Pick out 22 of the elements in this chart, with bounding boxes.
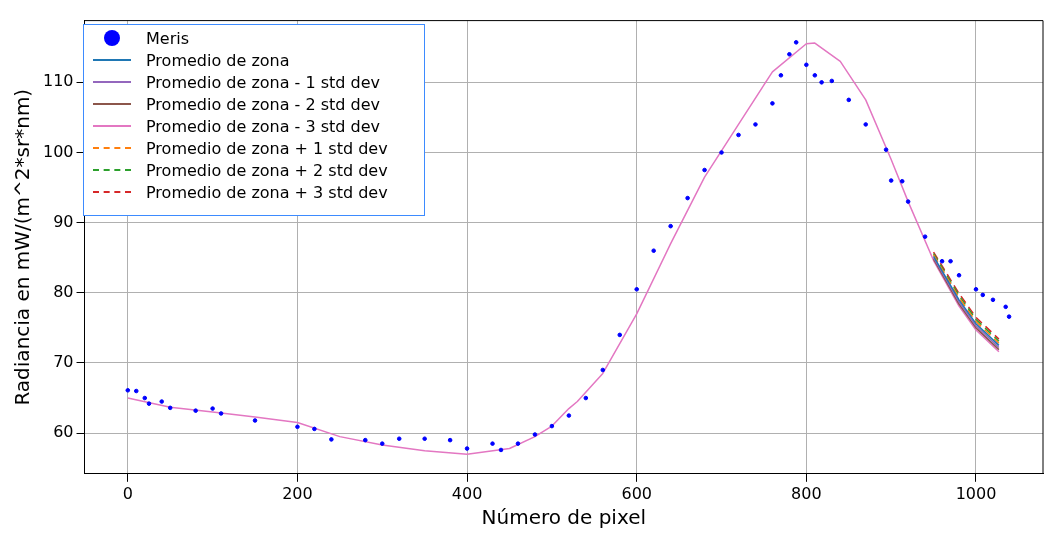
x-tick-label: 0 [122,483,133,503]
y-tick-label: 60 [53,422,74,442]
y-tick-label: 90 [53,211,74,231]
legend-label: Promedio de zona [146,50,290,70]
y-tick-label: 100 [42,141,74,161]
x-tick-label: 400 [451,483,483,503]
y-tick-label: 70 [53,352,74,372]
x-tick-label: 1000 [955,483,997,503]
legend-label: Promedio de zona - 3 std dev [146,116,381,136]
y-tick-label: 110 [42,71,74,91]
legend-label: Meris [146,28,190,48]
legend-label: Promedio de zona + 2 std dev [146,160,388,180]
x-axis-title: Número de pixel [481,505,647,530]
x-tick-label: 600 [621,483,652,503]
legend-label: Promedio de zona - 2 std dev [146,94,381,114]
x-tick-label: 200 [282,483,313,503]
legend-label: Promedio de zona - 1 std dev [146,72,381,92]
legend-label: Promedio de zona + 3 std dev [146,182,388,202]
y-axis-title: Radiancia en mW/(m^2*sr*nm) [10,88,35,406]
legend-label: Promedio de zona + 1 std dev [146,138,388,158]
y-tick-label: 80 [53,281,74,301]
x-tick-label: 800 [791,483,822,503]
